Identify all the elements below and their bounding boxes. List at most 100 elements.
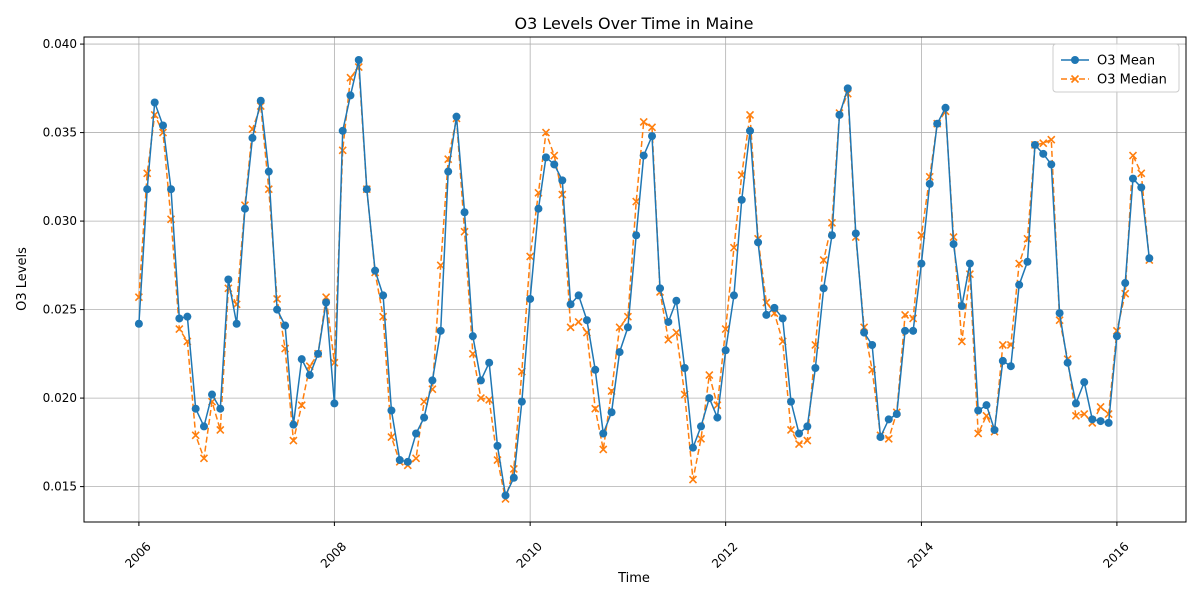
o3-median-point [639,117,648,127]
o3-mean-point [737,195,746,204]
o3-mean-point [305,371,314,380]
legend-item-o3-median: O3 Median [1061,73,1167,88]
o3-mean-point [387,406,396,415]
o3-median-point [476,394,485,403]
legend-item-o3-mean: O3 Mean [1061,54,1155,69]
o3-median-point [387,432,396,442]
o3-mean-point [949,240,958,249]
legend-label: O3 Mean [1097,54,1155,69]
o3-mean-point [208,390,217,399]
o3-mean-point [273,305,282,314]
o3-mean-point [729,291,738,300]
o3-mean-point [281,321,290,330]
legend-marker [1071,56,1079,64]
o3-mean-point [1121,279,1130,288]
o3-mean-point [680,364,689,373]
o3-median-point [485,395,494,404]
o3-mean-point [264,167,273,176]
o3-mean-point [990,425,999,434]
o3-median-series [134,63,1154,504]
legend: O3 Mean O3 Median [1052,43,1180,93]
o3-mean-point [534,204,543,213]
o3-mean-point [1128,174,1137,183]
o3-mean-point [322,298,331,307]
o3-mean-point [526,294,535,303]
o3-median-point [599,445,608,454]
o3-mean-point [224,275,233,284]
o3-median-point [1015,259,1024,268]
o3-median-point [1055,316,1064,325]
o3-mean-point [582,316,591,325]
o3-mean-point [460,208,469,217]
axis-ticks: 2006 2008 2010 2012 2014 2016 0.015 0.020 0.025 0… [43,37,1132,571]
o3-median-point [884,434,893,443]
o3-median-point [688,475,698,484]
o3-mean-point [354,56,363,65]
o3-mean-point [216,404,225,413]
o3-median-point [1080,409,1089,419]
o3-mean-point [1047,160,1056,169]
o3-mean-point [672,296,681,305]
o3-mean-point [574,291,583,300]
o3-median-point [1047,135,1056,144]
o3-mean-series [134,56,1154,500]
o3-mean-point [892,410,901,419]
o3-mean-point [998,356,1007,365]
o3-mean-point [664,317,673,326]
o3-mean-point [901,326,910,335]
o3-mean-point [550,160,559,169]
o3-median-point [1039,139,1048,148]
o3-mean-point [795,429,804,438]
o3-mean-point [558,176,567,185]
o3-mean-point [843,84,852,93]
o3-mean-point [330,399,339,408]
o3-median-point [412,454,421,463]
x-tick-label: 2008 [318,539,349,570]
o3-mean-point [762,310,771,319]
o3-mean-point [770,303,779,312]
o3-mean-point [778,314,787,323]
o3-mean-point [509,473,518,482]
o3-median-point [460,227,469,236]
y-axis-label: O3 Levels [15,247,30,311]
o3-mean-point [656,284,665,293]
o3-mean-point [803,422,812,431]
o3-mean-point [191,404,200,413]
o3-mean-point [1088,415,1097,424]
o3-mean-point [436,326,445,335]
o3-median-point [1137,169,1146,178]
o3-mean-point [183,312,192,321]
o3-mean-point [167,185,176,194]
o3-mean-point [607,408,616,417]
o3-mean-point [199,422,208,431]
y-tick-label: 0.015 [43,480,77,494]
o3-mean-point [1071,399,1080,408]
x-tick-label: 2012 [709,539,740,570]
o3-median-point [150,110,159,119]
o3-mean-point [705,394,714,403]
o3-mean-point [648,132,657,141]
o3-mean-point [754,238,763,247]
o3-median-point [232,300,241,309]
o3-median-point [158,128,168,137]
o3-mean-point [1030,140,1039,149]
series-layer [134,56,1154,504]
o3-mean-point [444,167,453,176]
o3-median-point [974,429,983,438]
y-tick-label: 0.030 [43,214,77,228]
o3-median-point [289,436,298,445]
grid-lines [84,37,1186,522]
o3-median-point [216,425,225,435]
o3-median-point [901,310,910,319]
o3-mean-point [623,323,632,332]
o3-mean-point [1015,280,1024,289]
o3-mean-point [1137,183,1146,192]
o3-median-point [819,255,828,265]
o3-mean-point [501,491,510,500]
o3-mean-point [371,266,380,275]
chart-title: O3 Levels Over Time in Maine [514,14,753,33]
plot-frame [83,36,1187,523]
o3-mean-point [851,229,860,238]
o3-median-point [827,218,837,227]
